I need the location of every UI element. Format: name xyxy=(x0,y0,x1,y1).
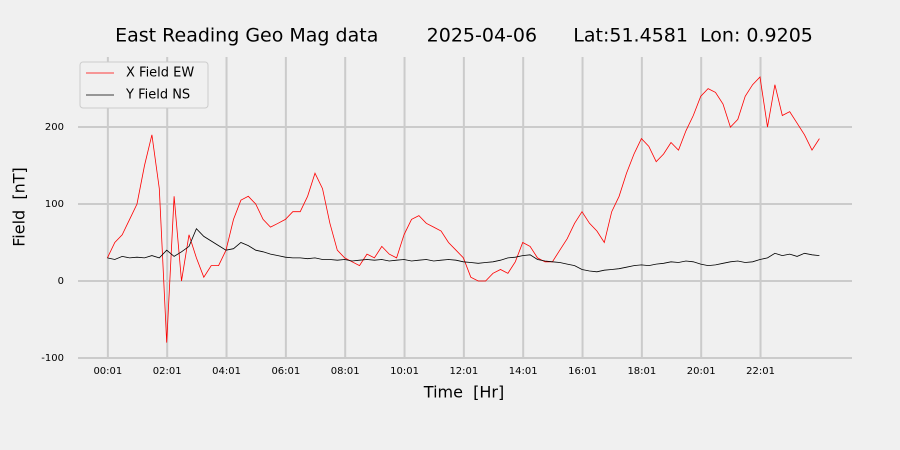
x-tick-label: 04:01 xyxy=(212,366,241,377)
x-tick-label: 00:01 xyxy=(93,366,122,377)
x-tick-label: 12:01 xyxy=(449,366,478,377)
legend-box xyxy=(79,61,209,109)
x-tick-label: 02:01 xyxy=(153,366,182,377)
y-tick-label: -100 xyxy=(41,353,64,364)
lines xyxy=(107,76,820,343)
x-tick-label: 20:01 xyxy=(687,366,716,377)
x-tick-label: 18:01 xyxy=(627,366,656,377)
x-tick-label: 10:01 xyxy=(390,366,419,377)
x-tick-label: 16:01 xyxy=(568,366,597,377)
legend-label: Y Field NS xyxy=(125,88,190,103)
y-tick-label: 0 xyxy=(58,276,64,287)
y-tick-label: 200 xyxy=(45,122,64,133)
chart-title: East Reading Geo Mag data 2025-04-06 Lat… xyxy=(115,25,813,47)
x-tick-label: 22:01 xyxy=(746,366,775,377)
grid xyxy=(78,57,852,359)
series-line xyxy=(107,227,820,273)
labels: -100 0 100 200 00:01 02:01 04:01 06:01 08:01 10:0… xyxy=(41,122,775,377)
x-tick-label: 14:01 xyxy=(509,366,538,377)
x-tick-label: 08:01 xyxy=(331,366,360,377)
legend-label: X Field EW xyxy=(126,66,194,81)
x-tick-label: 06:01 xyxy=(271,366,300,377)
y-tick-label: 100 xyxy=(45,199,64,210)
legend: X Field EW Y Field NS xyxy=(79,61,209,109)
y-axis-label: Field [nT] xyxy=(10,167,29,247)
x-axis-label: Time [Hr] xyxy=(423,383,504,402)
